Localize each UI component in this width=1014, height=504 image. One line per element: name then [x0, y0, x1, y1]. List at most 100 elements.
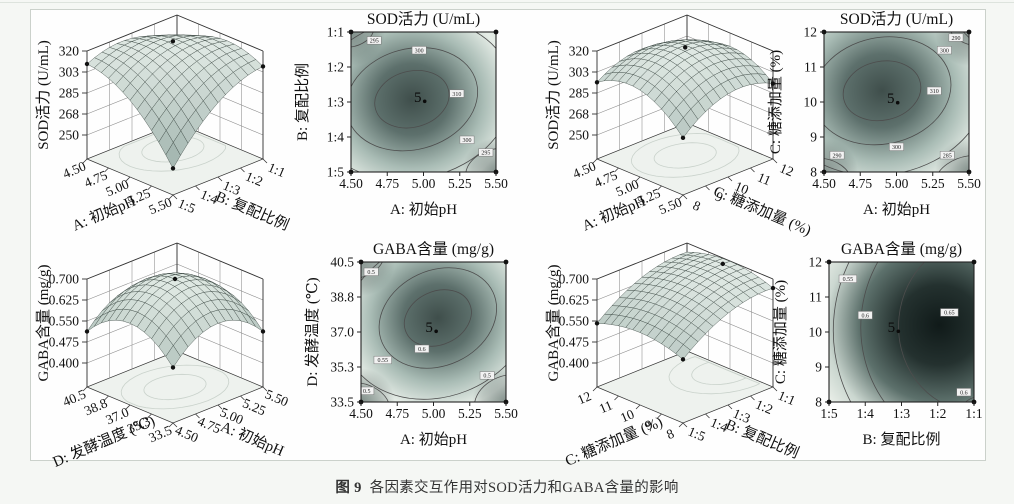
svg-text:1:3: 1:3 — [893, 406, 911, 421]
svg-text:0.5: 0.5 — [363, 389, 371, 395]
svg-text:285: 285 — [569, 86, 590, 101]
svg-text:8: 8 — [810, 165, 817, 180]
surface3d-gaba-temp-ph: 0.400 0.475 0.550 0.625 0.700 GABA含量 (mg/g) 40… — [33, 242, 291, 471]
contour-gaba-ratio-sugar: 0.55 0.6 0.65 0.6 5 GABA含量 (mg/g) 1:5 1:4 1:3 1:2… — [771, 240, 1006, 458]
svg-text:38.8: 38.8 — [330, 290, 354, 305]
svg-text:0.475: 0.475 — [49, 335, 80, 350]
svg-text:5.00: 5.00 — [885, 176, 909, 191]
svg-text:12: 12 — [804, 25, 818, 40]
svg-text:303: 303 — [569, 65, 590, 80]
svg-text:300: 300 — [892, 145, 901, 151]
svg-text:0.475: 0.475 — [559, 335, 590, 350]
svg-text:5.25: 5.25 — [921, 176, 945, 191]
svg-text:40.5: 40.5 — [330, 255, 354, 270]
svg-text:1:3: 1:3 — [731, 406, 753, 427]
svg-text:33.5: 33.5 — [330, 395, 354, 410]
svg-text:1:5: 1:5 — [686, 424, 708, 445]
svg-text:11: 11 — [755, 169, 773, 188]
svg-text:0.6: 0.6 — [960, 390, 968, 396]
surface3d-sod-ph-ratio: 250 268 285 303 320 SOD活力 (U/mL) 4.50 4.75 5.00 5… — [33, 14, 292, 235]
svg-text:4.50: 4.50 — [812, 176, 836, 191]
svg-text:295: 295 — [481, 151, 490, 157]
svg-text:SOD活力 (U/mL): SOD活力 (U/mL) — [367, 10, 480, 28]
svg-text:250: 250 — [59, 128, 80, 143]
svg-text:12: 12 — [778, 160, 796, 179]
svg-text:1:4: 1:4 — [327, 130, 345, 145]
svg-text:GABA含量 (mg/g): GABA含量 (mg/g) — [841, 240, 962, 258]
svg-text:4.50: 4.50 — [349, 406, 373, 421]
svg-text:B: 复配比例: B: 复配比例 — [293, 63, 311, 141]
svg-text:1:3: 1:3 — [221, 178, 243, 199]
svg-text:A: 初始pH: A: 初始pH — [390, 201, 457, 218]
svg-text:5.50: 5.50 — [494, 406, 518, 421]
svg-text:0.65: 0.65 — [944, 311, 955, 317]
svg-text:0.700: 0.700 — [559, 272, 590, 287]
svg-text:295: 295 — [370, 39, 379, 45]
svg-text:5: 5 — [887, 91, 895, 107]
svg-text:4.75: 4.75 — [848, 176, 872, 191]
svg-text:C: 糖添加量 (%): C: 糖添加量 (%) — [772, 280, 789, 384]
svg-text:11: 11 — [804, 60, 817, 75]
svg-text:5.25: 5.25 — [448, 176, 472, 191]
surface3d-gaba-sugar-ratio: 0.400 0.475 0.550 0.625 0.700 GABA含量 (mg/g) 12… — [543, 242, 802, 470]
svg-text:5.25: 5.25 — [458, 406, 482, 421]
svg-text:D: 发酵温度 (℃): D: 发酵温度 (℃) — [304, 277, 321, 386]
svg-text:1:4: 1:4 — [857, 406, 875, 421]
svg-text:0.625: 0.625 — [49, 293, 80, 308]
caption-text: 各因素交互作用对SOD活力和GABA含量的影响 — [369, 480, 679, 496]
svg-text:4.50: 4.50 — [339, 176, 363, 191]
svg-text:1:2: 1:2 — [753, 397, 775, 418]
svg-text:1:5: 1:5 — [820, 406, 838, 421]
svg-text:1:2: 1:2 — [327, 60, 344, 75]
svg-text:1:1: 1:1 — [266, 160, 288, 181]
svg-text:4.75: 4.75 — [375, 176, 399, 191]
svg-text:10: 10 — [804, 95, 818, 110]
svg-text:0.5: 0.5 — [367, 270, 375, 276]
svg-text:SOD活力 (U/mL): SOD活力 (U/mL) — [545, 40, 562, 150]
svg-text:1:2: 1:2 — [929, 406, 946, 421]
svg-text:10: 10 — [809, 325, 823, 340]
svg-text:320: 320 — [569, 44, 590, 59]
svg-text:A: 初始pH: A: 初始pH — [218, 418, 287, 460]
figure-panel: 250 268 285 303 320 SOD活力 (U/mL) 4.50 4.75 5.00 5… — [30, 9, 986, 471]
svg-text:1:3: 1:3 — [327, 95, 345, 110]
svg-text:285: 285 — [943, 153, 952, 159]
svg-text:5: 5 — [888, 320, 896, 336]
svg-text:1:4: 1:4 — [198, 187, 220, 208]
svg-text:A: 初始pH: A: 初始pH — [400, 431, 467, 448]
svg-text:4.75: 4.75 — [385, 406, 409, 421]
svg-text:320: 320 — [59, 44, 80, 59]
svg-text:1:4: 1:4 — [708, 415, 730, 436]
svg-text:300: 300 — [940, 48, 949, 54]
svg-text:8: 8 — [815, 395, 822, 410]
figure-caption: 图 9 各因素交互作用对SOD活力和GABA含量的影响 — [0, 476, 1014, 497]
svg-text:5: 5 — [425, 320, 433, 336]
svg-text:SOD活力 (U/mL): SOD活力 (U/mL) — [840, 10, 953, 28]
svg-text:C: 糖添加量 (%): C: 糖添加量 (%) — [563, 413, 666, 469]
svg-text:0.6: 0.6 — [862, 313, 870, 319]
svg-text:B: 复配比例: B: 复配比例 — [213, 187, 292, 234]
svg-text:0.5: 0.5 — [483, 374, 491, 380]
svg-text:300: 300 — [415, 48, 424, 54]
svg-text:0.400: 0.400 — [559, 356, 590, 371]
contour-gaba-ph-temp: 0.5 0.55 0.6 0.5 0.5 5 GABA含量 (mg/g) 4.50 4.75 5.… — [303, 240, 538, 458]
svg-text:290: 290 — [833, 153, 842, 159]
svg-text:5.50: 5.50 — [957, 176, 981, 191]
svg-text:C: 糖添加量 (%): C: 糖添加量 (%) — [767, 50, 784, 154]
svg-text:5: 5 — [414, 90, 422, 106]
svg-text:10: 10 — [733, 178, 752, 197]
surface3d-sod-ph-sugar: 250 268 285 303 320 SOD活力 (U/mL) 4.50 4.75 5.00 5… — [543, 14, 814, 239]
svg-text:1:1: 1:1 — [965, 406, 982, 421]
svg-text:0.625: 0.625 — [559, 293, 590, 308]
svg-text:0.55: 0.55 — [843, 277, 854, 283]
svg-text:1:5: 1:5 — [327, 165, 345, 180]
svg-text:A: 初始pH: A: 初始pH — [70, 193, 139, 235]
svg-text:5.00: 5.00 — [412, 176, 436, 191]
svg-text:1:2: 1:2 — [243, 169, 265, 190]
svg-text:GABA含量 (mg/g): GABA含量 (mg/g) — [373, 240, 494, 258]
svg-text:310: 310 — [930, 89, 939, 95]
svg-text:10: 10 — [618, 406, 637, 425]
svg-text:0.400: 0.400 — [49, 356, 80, 371]
svg-text:8: 8 — [664, 426, 676, 443]
svg-text:0.550: 0.550 — [49, 314, 80, 329]
